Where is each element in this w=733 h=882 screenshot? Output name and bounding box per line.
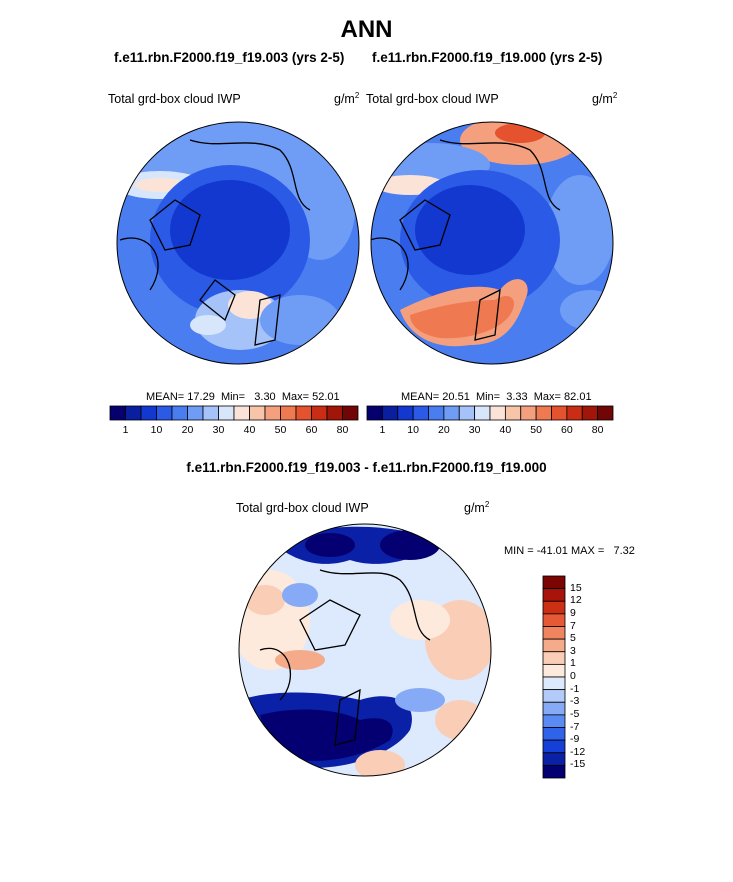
colorbar-tick-label: 0 <box>570 670 576 682</box>
colorbar-tick-label: 10 <box>407 424 419 436</box>
colorbar-tick-label: 10 <box>150 424 163 436</box>
panel2-variable-label: Total grd-box cloud IWP <box>366 92 499 106</box>
colorbar-box <box>542 714 566 728</box>
colorbar-box <box>542 676 566 691</box>
colorbar-tick-label: 1 <box>122 424 129 436</box>
panel1-units: g/m2 <box>334 91 360 107</box>
colorbar-box <box>542 727 566 741</box>
colorbar-tick-label: 40 <box>499 424 512 436</box>
diff-minmax: MIN = -41.01 MAX = 7.32 <box>504 545 635 557</box>
colorbar-panel1-ticks: 1 10 20 30 40 50 60 80 <box>110 424 358 438</box>
colorbar-panel2 <box>366 405 614 421</box>
panel2-stats: MEAN= 20.51 Min= 3.33 Max= 82.01 <box>401 391 592 403</box>
colorbar-tick-label: 20 <box>438 424 450 436</box>
colorbar-box <box>542 626 566 640</box>
colorbar-box <box>542 651 566 665</box>
colorbar-tick-label: -9 <box>570 733 580 746</box>
colorbar-tick-label: 7 <box>570 619 576 632</box>
colorbar-tick-label: -3 <box>570 695 580 708</box>
map1-field <box>117 122 359 364</box>
colorbar-tick-label: 3 <box>570 644 576 657</box>
colorbar-tick-label: -5 <box>570 707 580 720</box>
diff-title: f.e11.rbn.F2000.f19_f19.003 - f.e11.rbn.… <box>186 460 547 475</box>
colorbar-tick-label: 60 <box>305 424 318 436</box>
case2-title: f.e11.rbn.F2000.f19_f19.000 (yrs 2-5) <box>372 50 603 65</box>
diff-units: g/m2 <box>464 500 490 516</box>
colorbar-panel2-ticks: 1 10 20 30 40 50 60 80 <box>367 424 613 438</box>
colorbar-tick-label: 50 <box>530 424 542 436</box>
colorbar-box <box>542 689 566 703</box>
colorbar-box <box>597 405 614 421</box>
colorbar-tick-label: 30 <box>212 424 225 436</box>
panel2-units: g/m2 <box>592 91 618 107</box>
colorbar-box <box>542 613 566 627</box>
colorbar-tick-label: -1 <box>570 682 580 695</box>
case1-title: f.e11.rbn.F2000.f19_f19.003 (yrs 2-5) <box>114 50 345 65</box>
panel1-stats: MEAN= 17.29 Min= 3.30 Max= 52.01 <box>146 391 340 403</box>
map3-field <box>239 524 491 776</box>
colorbar-tick-label: 80 <box>591 424 604 436</box>
colorbar-tick-label: 50 <box>274 424 287 436</box>
colorbar-box <box>542 575 566 590</box>
colorbar-tick-label: 80 <box>336 424 349 436</box>
colorbar-tick-label: -12 <box>570 745 586 758</box>
colorbar-tick-label: -7 <box>570 720 580 733</box>
diff-variable-label: Total grd-box cloud IWP <box>236 501 369 515</box>
colorbar-tick-label: 15 <box>570 581 582 594</box>
colorbar-box <box>542 588 566 602</box>
colorbar-tick-label: 12 <box>570 594 582 607</box>
colorbar-tick-label: 5 <box>570 632 576 645</box>
colorbar-diff <box>542 575 566 779</box>
colorbar-tick-label: 40 <box>243 424 256 436</box>
map2-field <box>371 122 613 364</box>
colorbar-tick-label: 60 <box>561 424 573 436</box>
colorbar-tick-label: 1 <box>570 657 576 670</box>
colorbar-box <box>542 663 566 678</box>
colorbar-tick-label: 9 <box>570 606 576 619</box>
colorbar-box <box>542 701 566 716</box>
main-title: ANN <box>340 16 393 43</box>
colorbar-box <box>542 739 566 754</box>
colorbar-tick-label: -15 <box>570 758 586 771</box>
colorbar-tick-label: 30 <box>468 424 481 436</box>
colorbar-box <box>542 600 566 615</box>
colorbar-panel1 <box>109 405 359 421</box>
colorbar-tick-label: 20 <box>181 424 194 436</box>
colorbar-box <box>342 405 359 421</box>
colorbar-box <box>542 638 566 653</box>
colorbar-box <box>542 764 566 779</box>
colorbar-diff-ticks: 15 12 9 7 5 3 1 0 -1 -3 -5 -7 -9 -12 -15 <box>570 576 610 778</box>
colorbar-box <box>542 752 566 766</box>
colorbar-tick-label: 1 <box>379 424 386 436</box>
panel1-variable-label: Total grd-box cloud IWP <box>108 92 241 106</box>
